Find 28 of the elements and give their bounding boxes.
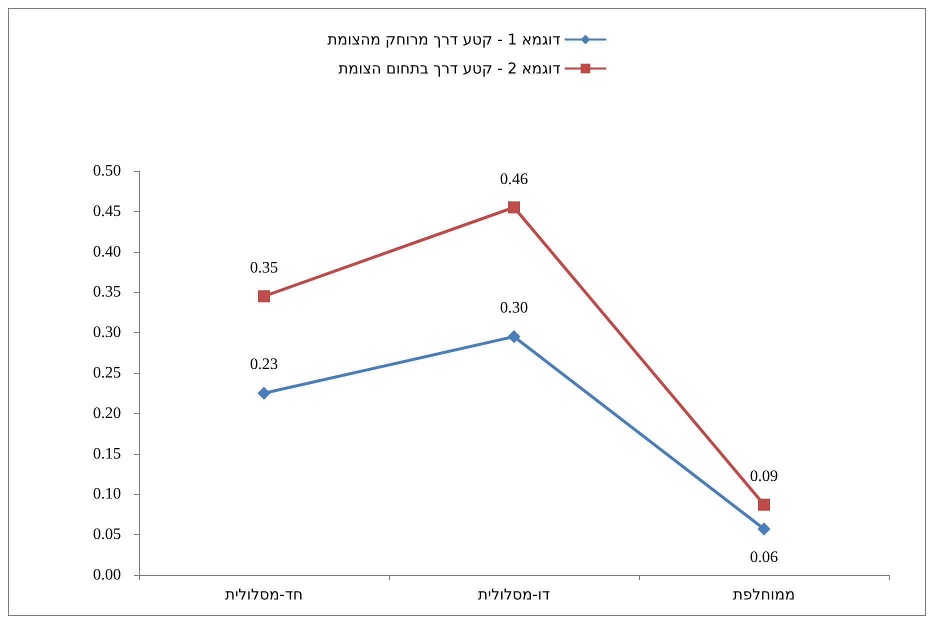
y-tick-label: 0.50 [93,162,121,180]
data-label: 0.35 [250,260,278,277]
y-tick-label: 0.40 [93,243,121,260]
data-label: 0.46 [500,170,528,188]
legend-label: דוגמא 1 - קטע דרך מרוחק מהצומת [328,30,560,48]
point [758,498,770,511]
legend-label: דוגמא 2 - קטע דרך בתחום הצומת [338,60,560,78]
y-tick-label: 0.15 [93,445,121,462]
y-tick-label: 0.45 [93,202,121,220]
point [508,201,520,214]
point [758,522,770,536]
data-label: 0.06 [750,548,778,566]
point [258,386,270,400]
data-label: 0.30 [500,300,528,317]
data-label: 0.09 [750,468,778,486]
y-tick-label: 0.10 [93,486,121,503]
point [258,290,270,302]
y-tick-label: 0.20 [93,404,121,422]
x-tick-label: דו-מסלולית [478,586,550,604]
data-label: 0.23 [250,356,278,374]
y-tick-label: 0.35 [93,284,121,301]
y-tick-label: 0.00 [93,566,121,584]
point [508,330,520,344]
y-tick-label: 0.30 [93,324,121,342]
x-tick-label: ממוחלפת [732,586,796,604]
x-tick-label: חד-מסלולית [225,586,303,604]
y-tick-label: 0.05 [93,526,121,544]
y-tick-label: 0.25 [93,364,121,382]
